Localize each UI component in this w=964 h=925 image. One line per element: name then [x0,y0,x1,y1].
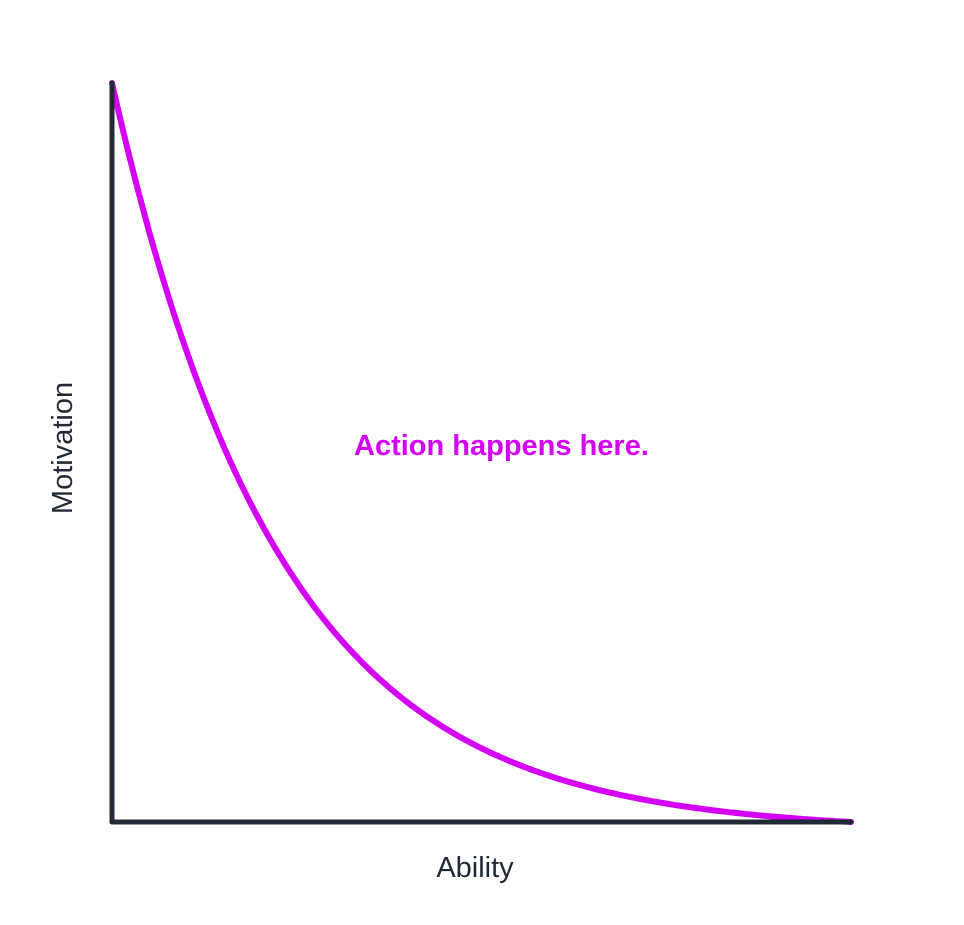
x-axis-label: Ability [436,852,514,884]
y-axis-label: Motivation [47,382,79,514]
action-line-curve [109,80,854,825]
action-annotation: Action happens here. [354,430,649,462]
